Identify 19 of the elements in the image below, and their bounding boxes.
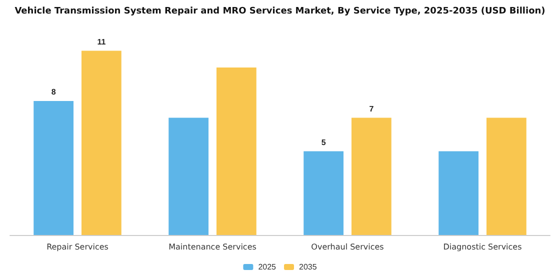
bar bbox=[168, 118, 209, 235]
bar bbox=[81, 50, 122, 235]
chart-title: Vehicle Transmission System Repair and MRO Services Market, By Service Type, 2025-2035 (USD Billion) bbox=[14, 6, 546, 16]
bar bbox=[486, 118, 526, 235]
data-label: 8 bbox=[51, 88, 56, 96]
data-label: 5 bbox=[321, 138, 326, 147]
bar bbox=[34, 101, 74, 235]
legend-label: 2025 bbox=[258, 262, 277, 272]
x-tick-label: Repair Services bbox=[46, 242, 108, 252]
bar bbox=[438, 151, 479, 235]
x-tick-label: Diagnostic Services bbox=[443, 242, 522, 252]
x-tick-label: Maintenance Services bbox=[168, 242, 256, 252]
data-label: 11 bbox=[97, 37, 106, 46]
bar bbox=[304, 151, 344, 235]
bar bbox=[216, 68, 256, 235]
x-tick-label: Overhaul Services bbox=[311, 242, 384, 252]
bar bbox=[351, 118, 392, 235]
legend-label: 2035 bbox=[299, 262, 318, 272]
data-label: 7 bbox=[369, 104, 374, 114]
